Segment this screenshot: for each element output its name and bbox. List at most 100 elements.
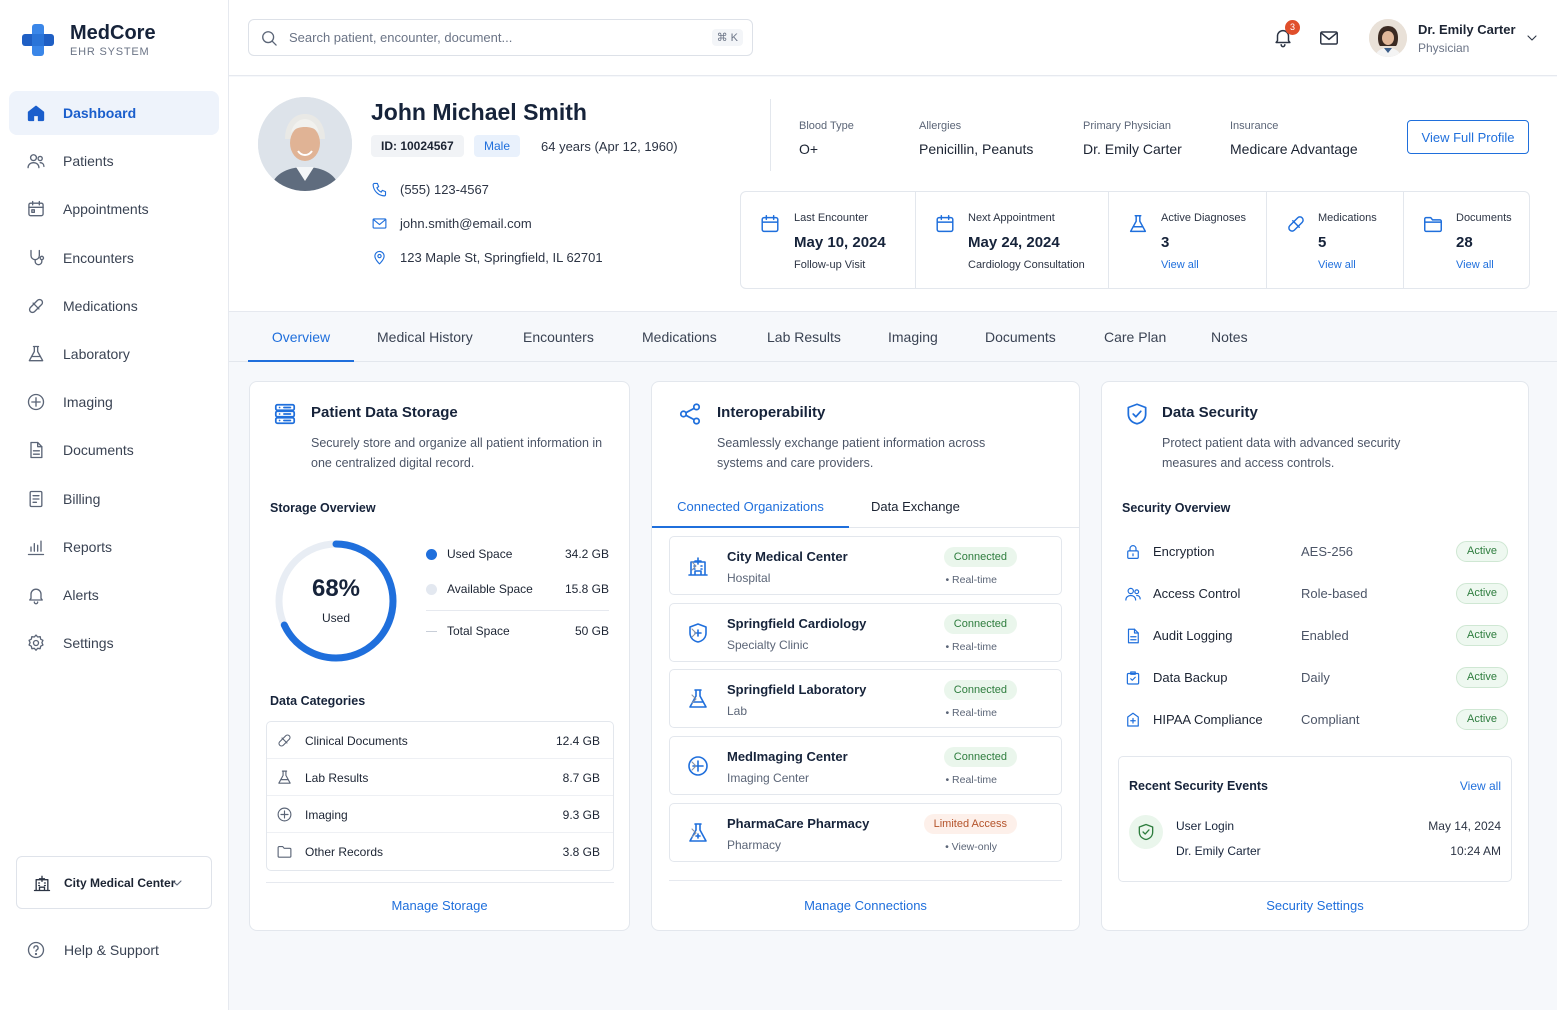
home-icon <box>27 105 45 122</box>
category-row[interactable]: Other Records 3.8 GB <box>267 833 613 870</box>
sidebar: MedCore EHR SYSTEM Dashboard Patients Ap… <box>0 0 229 1010</box>
tab-medical-history[interactable]: Medical History <box>377 329 473 345</box>
legend-dot <box>426 549 437 560</box>
view-all-medications-link[interactable]: View all <box>1318 259 1356 271</box>
sidebar-item-label: Imaging <box>63 394 113 411</box>
legend-label: Used Space <box>447 547 513 561</box>
pharmacy-icon <box>689 823 707 842</box>
category-label: Imaging <box>305 808 348 822</box>
patient-data-storage-card: Patient Data Storage Securely store and … <box>249 381 630 931</box>
tab-data-exchange[interactable]: Data Exchange <box>871 499 960 514</box>
security-row-encryption: Encryption AES-256 Active <box>1124 541 1508 565</box>
org-status-badge: Connected <box>943 547 1017 567</box>
security-value: Daily <box>1301 670 1330 685</box>
sidebar-item-imaging[interactable]: Imaging <box>9 380 219 424</box>
org-row-springfield-laboratory[interactable]: Springfield Laboratory Lab Connected • R… <box>669 669 1062 728</box>
tab-overview[interactable]: Overview <box>248 312 354 362</box>
backup-icon <box>1126 671 1140 685</box>
org-status-badge: Limited Access <box>923 814 1017 834</box>
tab-medications[interactable]: Medications <box>642 329 717 345</box>
shield-check-icon <box>1138 823 1154 841</box>
search-box[interactable]: ⌘ K <box>248 19 753 56</box>
security-label: Encryption <box>1153 544 1215 559</box>
org-name: Springfield Cardiology <box>727 616 867 631</box>
sidebar-item-medications[interactable]: Medications <box>9 284 219 328</box>
security-row-audit-logging: Audit Logging Enabled Active <box>1124 625 1508 649</box>
app-logo[interactable]: MedCore EHR SYSTEM <box>20 22 156 58</box>
patient-phone-text: (555) 123-4567 <box>400 182 489 197</box>
tab-connected-organizations[interactable]: Connected Organizations <box>652 490 849 528</box>
security-label: HIPAA Compliance <box>1153 712 1263 727</box>
legend-available-space: Available Space 15.8 GB <box>426 580 609 600</box>
sidebar-item-label: Documents <box>63 442 134 459</box>
manage-connections-link[interactable]: Manage Connections <box>804 898 927 913</box>
stat-label: Active Diagnoses <box>1161 212 1246 224</box>
sidebar-item-appointments[interactable]: Appointments <box>9 187 219 231</box>
view-full-profile-button[interactable]: View Full Profile <box>1407 120 1529 154</box>
patient-email[interactable]: john.smith@email.com <box>371 215 532 232</box>
org-row-springfield-cardiology[interactable]: Springfield Cardiology Specialty Clinic … <box>669 603 1062 662</box>
sidebar-item-encounters[interactable]: Encounters <box>9 236 219 280</box>
stat-last-encounter: Last Encounter May 10, 2024 Follow-up Vi… <box>741 192 916 288</box>
patient-email-text: john.smith@email.com <box>400 216 532 231</box>
patient-sex-badge: Male <box>474 135 521 157</box>
scan-icon <box>27 393 45 411</box>
sidebar-item-patients[interactable]: Patients <box>9 139 219 183</box>
user-menu-chevron-icon[interactable] <box>1524 30 1540 46</box>
event-time: 10:24 AM <box>1450 844 1501 858</box>
storage-overview-title: Storage Overview <box>270 501 376 515</box>
sidebar-item-billing[interactable]: Billing <box>9 477 219 521</box>
users-icon <box>27 154 45 169</box>
tab-documents[interactable]: Documents <box>985 329 1056 345</box>
card-description: Securely store and organize all patient … <box>311 436 603 470</box>
org-row-pharmacare-pharmacy[interactable]: PharmaCare Pharmacy Pharmacy Limited Acc… <box>669 803 1062 862</box>
tab-care-plan[interactable]: Care Plan <box>1104 329 1167 345</box>
top-bar: ⌘ K 3 Dr. Emily Carter Physician <box>229 0 1557 76</box>
patient-phone[interactable]: (555) 123-4567 <box>371 181 489 198</box>
user-avatar[interactable] <box>1369 19 1407 57</box>
stat-value: 28 <box>1456 234 1473 251</box>
tab-encounters[interactable]: Encounters <box>523 329 594 345</box>
sidebar-item-laboratory[interactable]: Laboratory <box>9 332 219 376</box>
sidebar-item-settings[interactable]: Settings <box>9 621 219 665</box>
sidebar-item-label: Reports <box>63 538 113 555</box>
search-input[interactable] <box>289 30 689 45</box>
manage-storage-link[interactable]: Manage Storage <box>391 898 488 913</box>
chevron-down-icon <box>172 880 182 886</box>
security-settings-link[interactable]: Security Settings <box>1266 898 1364 913</box>
sidebar-item-reports[interactable]: Reports <box>9 525 219 569</box>
stat-label: Last Encounter <box>794 212 868 224</box>
help-support-link[interactable]: Help & Support <box>26 940 159 960</box>
storage-usage-donut <box>275 540 397 662</box>
sidebar-item-dashboard[interactable]: Dashboard <box>9 91 219 135</box>
sidebar-item-documents[interactable]: Documents <box>9 428 219 472</box>
tab-imaging[interactable]: Imaging <box>888 329 938 345</box>
divider <box>770 99 771 171</box>
org-row-medimaging-center[interactable]: MedImaging Center Imaging Center Connect… <box>669 736 1062 795</box>
view-all-diagnoses-link[interactable]: View all <box>1161 259 1199 271</box>
insurance-label: Insurance <box>1230 120 1279 132</box>
help-circle-icon <box>27 941 45 959</box>
pill-icon <box>1288 216 1304 232</box>
stat-sub: Follow-up Visit <box>794 259 866 271</box>
tab-lab-results[interactable]: Lab Results <box>767 329 841 345</box>
legend-total-space: Total Space 50 GB <box>426 622 609 642</box>
stat-label: Documents <box>1456 212 1512 224</box>
view-all-documents-link[interactable]: View all <box>1456 259 1494 271</box>
category-row[interactable]: Imaging 9.3 GB <box>267 796 613 833</box>
tab-notes[interactable]: Notes <box>1211 329 1248 345</box>
org-sync-mode: • Real-time <box>945 641 997 653</box>
sidebar-item-alerts[interactable]: Alerts <box>9 573 219 617</box>
receipt-icon <box>29 490 43 507</box>
facility-selector[interactable]: City Medical Center <box>16 856 212 909</box>
events-view-all-link[interactable]: View all <box>1459 779 1501 793</box>
mail-icon[interactable] <box>1318 27 1340 49</box>
org-row-city-medical-center[interactable]: City Medical Center Hospital Connected •… <box>669 536 1062 595</box>
stat-value: 3 <box>1161 234 1170 251</box>
category-row[interactable]: Clinical Documents 12.4 GB <box>267 722 613 759</box>
server-icon <box>274 403 296 425</box>
primary-physician-value: Dr. Emily Carter <box>1083 141 1182 157</box>
category-row[interactable]: Lab Results 8.7 GB <box>267 759 613 796</box>
data-categories-table: Clinical Documents 12.4 GB Lab Results 8… <box>266 721 614 871</box>
legend-label: Total Space <box>447 624 510 638</box>
